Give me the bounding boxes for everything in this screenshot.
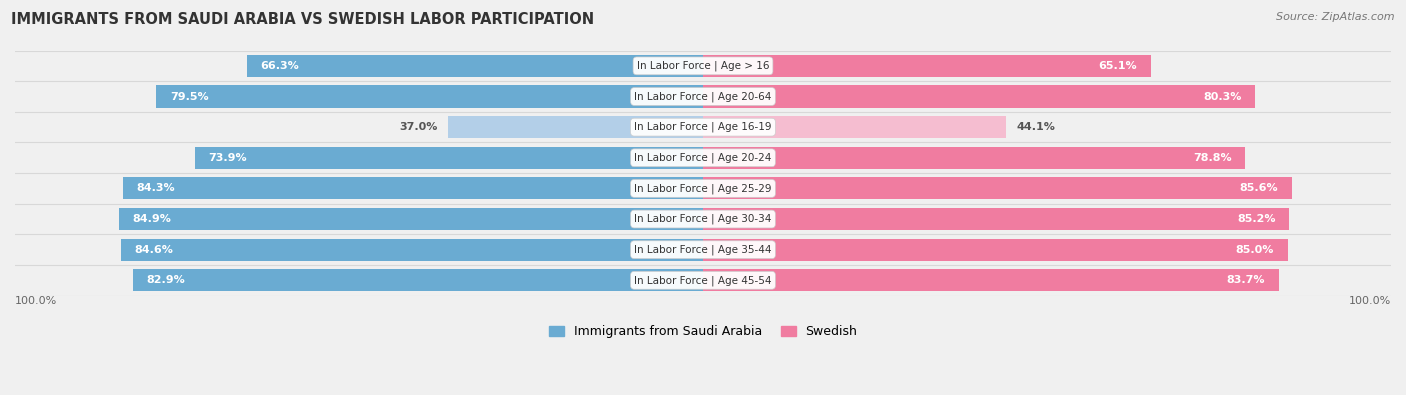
Text: In Labor Force | Age > 16: In Labor Force | Age > 16 bbox=[637, 60, 769, 71]
Bar bbox=[156, 85, 703, 107]
Text: In Labor Force | Age 25-29: In Labor Force | Age 25-29 bbox=[634, 183, 772, 194]
Text: 85.2%: 85.2% bbox=[1237, 214, 1275, 224]
Text: 78.8%: 78.8% bbox=[1192, 153, 1232, 163]
Bar bbox=[703, 177, 1292, 199]
Bar bbox=[15, 81, 1391, 112]
Bar bbox=[703, 269, 1279, 292]
Bar bbox=[703, 239, 1288, 261]
Text: 66.3%: 66.3% bbox=[260, 61, 299, 71]
Bar bbox=[703, 116, 1007, 138]
Bar bbox=[703, 208, 1289, 230]
Text: 83.7%: 83.7% bbox=[1226, 275, 1265, 285]
Bar bbox=[15, 51, 1391, 81]
Text: 84.9%: 84.9% bbox=[132, 214, 172, 224]
Text: 65.1%: 65.1% bbox=[1098, 61, 1137, 71]
Bar bbox=[247, 55, 703, 77]
Text: 44.1%: 44.1% bbox=[1017, 122, 1056, 132]
Bar bbox=[703, 85, 1256, 107]
Text: 85.6%: 85.6% bbox=[1240, 183, 1278, 194]
Text: Source: ZipAtlas.com: Source: ZipAtlas.com bbox=[1277, 12, 1395, 22]
Text: 84.3%: 84.3% bbox=[136, 183, 176, 194]
Bar bbox=[121, 239, 703, 261]
Bar bbox=[15, 234, 1391, 265]
Text: 37.0%: 37.0% bbox=[399, 122, 439, 132]
Text: 100.0%: 100.0% bbox=[1348, 295, 1391, 306]
Text: 80.3%: 80.3% bbox=[1204, 92, 1241, 102]
Bar bbox=[15, 112, 1391, 143]
Bar bbox=[449, 116, 703, 138]
Text: 100.0%: 100.0% bbox=[15, 295, 58, 306]
Text: 82.9%: 82.9% bbox=[146, 275, 186, 285]
Text: In Labor Force | Age 45-54: In Labor Force | Age 45-54 bbox=[634, 275, 772, 286]
Text: In Labor Force | Age 20-24: In Labor Force | Age 20-24 bbox=[634, 152, 772, 163]
Legend: Immigrants from Saudi Arabia, Swedish: Immigrants from Saudi Arabia, Swedish bbox=[544, 320, 862, 343]
Bar bbox=[122, 177, 703, 199]
Bar bbox=[194, 147, 703, 169]
Bar bbox=[15, 173, 1391, 204]
Bar bbox=[15, 143, 1391, 173]
Bar bbox=[703, 55, 1152, 77]
Bar bbox=[132, 269, 703, 292]
Text: In Labor Force | Age 16-19: In Labor Force | Age 16-19 bbox=[634, 122, 772, 132]
Text: In Labor Force | Age 30-34: In Labor Force | Age 30-34 bbox=[634, 214, 772, 224]
Bar bbox=[15, 204, 1391, 234]
Text: In Labor Force | Age 35-44: In Labor Force | Age 35-44 bbox=[634, 245, 772, 255]
Text: 84.6%: 84.6% bbox=[135, 245, 173, 255]
Bar bbox=[15, 265, 1391, 295]
Text: 85.0%: 85.0% bbox=[1236, 245, 1274, 255]
Text: 73.9%: 73.9% bbox=[208, 153, 247, 163]
Bar bbox=[120, 208, 703, 230]
Bar bbox=[703, 147, 1246, 169]
Text: 79.5%: 79.5% bbox=[170, 92, 208, 102]
Text: IMMIGRANTS FROM SAUDI ARABIA VS SWEDISH LABOR PARTICIPATION: IMMIGRANTS FROM SAUDI ARABIA VS SWEDISH … bbox=[11, 12, 595, 27]
Text: In Labor Force | Age 20-64: In Labor Force | Age 20-64 bbox=[634, 91, 772, 102]
